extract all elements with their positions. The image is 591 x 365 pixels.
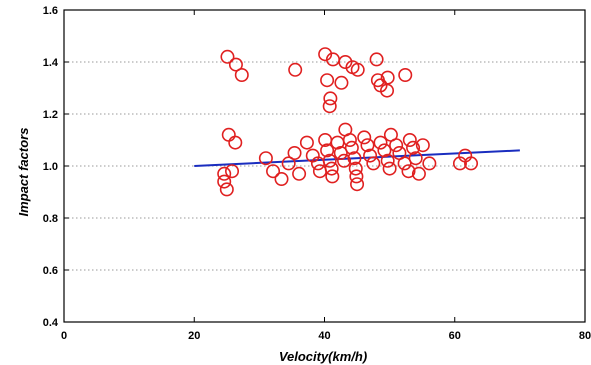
data-point xyxy=(337,153,352,168)
data-point xyxy=(380,83,395,98)
data-point xyxy=(397,156,412,171)
y-tick-label: 1.0 xyxy=(43,161,58,173)
data-point xyxy=(357,130,372,145)
data-point xyxy=(464,156,479,171)
y-tick-label: 0.4 xyxy=(43,317,59,329)
y-tick-label: 1.6 xyxy=(43,5,58,17)
data-point xyxy=(266,164,281,179)
data-point xyxy=(320,73,335,88)
x-tick-label: 0 xyxy=(61,330,67,342)
x-tick-label: 60 xyxy=(449,330,461,342)
data-point xyxy=(312,164,327,179)
x-ticks: 0 20 40 60 80 xyxy=(61,10,591,342)
data-point xyxy=(219,182,234,197)
data-point xyxy=(422,156,437,171)
data-point xyxy=(322,99,337,114)
y-axis-title: Impact factors xyxy=(16,128,31,217)
data-point xyxy=(360,138,375,153)
data-point xyxy=(350,177,365,192)
data-point xyxy=(350,62,365,77)
data-point xyxy=(373,135,388,150)
data-point xyxy=(217,174,232,189)
data-point xyxy=(401,164,416,179)
y-tick-label: 0.8 xyxy=(43,213,58,225)
data-point xyxy=(234,68,249,83)
fit-line-layer xyxy=(194,149,520,167)
data-point xyxy=(220,49,235,64)
data-point xyxy=(377,143,392,158)
data-point xyxy=(348,161,363,176)
data-point xyxy=(320,143,335,158)
data-points xyxy=(217,47,479,197)
data-point xyxy=(324,161,339,176)
data-point xyxy=(406,140,421,155)
data-point xyxy=(274,172,289,187)
x-tick-label: 80 xyxy=(579,330,591,342)
data-point xyxy=(366,156,381,171)
data-point xyxy=(299,135,314,150)
data-point xyxy=(228,57,243,72)
data-point xyxy=(221,127,236,142)
data-point xyxy=(288,62,303,77)
x-axis-title: Velocity(km/h) xyxy=(279,349,367,364)
data-point xyxy=(228,135,243,150)
fit-line xyxy=(194,149,520,167)
data-point xyxy=(323,91,338,106)
data-point xyxy=(225,164,240,179)
data-point xyxy=(389,138,404,153)
data-point xyxy=(347,151,362,166)
data-point xyxy=(342,133,357,148)
data-point xyxy=(369,52,384,67)
data-point xyxy=(398,68,413,83)
data-point xyxy=(380,153,395,168)
data-point xyxy=(292,166,307,181)
data-point xyxy=(258,151,273,166)
y-tick-label: 0.6 xyxy=(43,265,58,277)
data-point xyxy=(281,156,296,171)
y-ticks: 0.4 0.6 0.8 1.0 1.2 1.4 1.6 xyxy=(43,5,585,329)
data-point xyxy=(338,54,353,69)
data-point xyxy=(415,138,430,153)
data-point xyxy=(334,75,349,90)
data-point xyxy=(325,169,340,184)
data-point xyxy=(408,151,423,166)
y-tick-label: 1.2 xyxy=(43,109,58,121)
data-point xyxy=(363,148,378,163)
y-tick-label: 1.4 xyxy=(43,57,59,69)
data-point xyxy=(287,146,302,161)
data-point xyxy=(344,140,359,155)
data-point xyxy=(349,169,364,184)
data-point xyxy=(382,161,397,176)
data-point xyxy=(411,166,426,181)
data-point xyxy=(402,133,417,148)
data-point xyxy=(217,166,232,181)
x-tick-label: 20 xyxy=(188,330,200,342)
data-point xyxy=(322,153,337,168)
x-tick-label: 40 xyxy=(318,330,330,342)
data-point xyxy=(333,146,348,161)
